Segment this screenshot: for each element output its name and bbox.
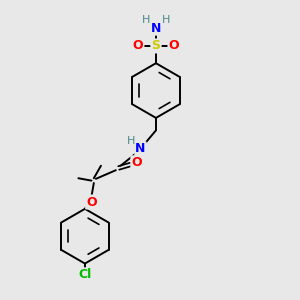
Text: N: N: [151, 22, 161, 34]
Text: H: H: [162, 15, 170, 25]
Text: O: O: [131, 156, 142, 169]
Text: O: O: [133, 40, 143, 52]
Text: O: O: [86, 196, 97, 208]
Text: Cl: Cl: [78, 268, 92, 281]
Text: N: N: [135, 142, 146, 155]
Text: S: S: [152, 40, 160, 52]
Text: H: H: [127, 136, 135, 146]
Text: O: O: [169, 40, 179, 52]
Text: H: H: [142, 15, 150, 25]
